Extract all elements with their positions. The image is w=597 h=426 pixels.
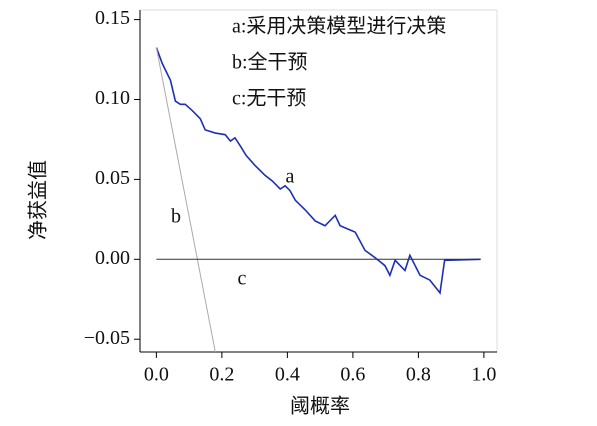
y-tick-label: 0.00	[95, 247, 130, 269]
annotation: a	[286, 166, 295, 188]
x-tick-label: 0.2	[209, 364, 234, 386]
y-tick-label: −0.05	[84, 327, 130, 349]
y-tick-label: 0.10	[95, 87, 130, 109]
line-series	[155, 47, 481, 295]
annotation: c	[238, 268, 247, 290]
y-axis-label: 净获益值	[27, 160, 50, 240]
y-tick-label: 0.15	[95, 7, 130, 29]
x-tick-label: 0.4	[275, 364, 300, 386]
legend-entry: a:采用决策模型进行决策	[232, 15, 446, 38]
plot-frame	[139, 9, 498, 353]
x-tick-label: 0.0	[144, 364, 169, 386]
y-tick-label: 0.05	[95, 167, 130, 189]
x-tick-label: 0.8	[406, 364, 431, 386]
line-series	[155, 47, 216, 352]
x-tick-label: 1.0	[471, 364, 496, 386]
annotation: b	[171, 206, 181, 228]
x-tick-label: 0.6	[340, 364, 365, 386]
x-axis-label: 阈概率	[290, 395, 350, 418]
legend-entry: b:全干预	[232, 51, 308, 74]
legend-entry: c:无干预	[232, 88, 306, 110]
